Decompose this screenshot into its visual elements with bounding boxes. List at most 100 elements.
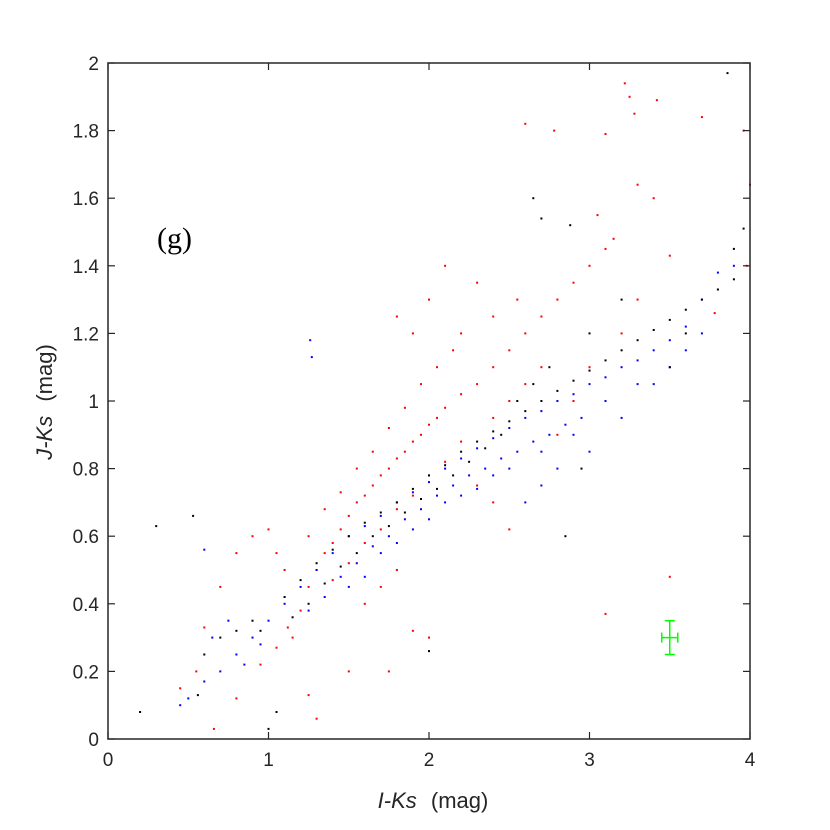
data-point-series-1 — [476, 447, 479, 450]
data-point-series-2 — [444, 464, 447, 467]
data-point-series-1 — [700, 332, 703, 335]
data-point-series-0 — [363, 602, 366, 605]
data-point-series-2 — [387, 525, 390, 528]
data-point-series-0 — [355, 467, 358, 470]
data-point-series-1 — [251, 636, 254, 639]
data-point-series-1 — [620, 366, 623, 369]
data-point-series-2 — [684, 332, 687, 335]
data-point-series-1 — [403, 518, 406, 521]
data-point-series-1 — [347, 585, 350, 588]
data-point-series-2 — [363, 521, 366, 524]
data-point-series-0 — [339, 528, 342, 531]
data-point-series-1 — [444, 467, 447, 470]
y-tick-label: 1.2 — [73, 324, 99, 345]
data-point-series-0 — [612, 237, 615, 240]
data-point-series-1 — [283, 602, 286, 605]
data-point-series-0 — [323, 508, 326, 511]
data-point-series-2 — [732, 278, 735, 281]
data-point-series-1 — [604, 376, 607, 379]
data-point-series-0 — [331, 542, 334, 544]
data-point-series-0 — [588, 264, 591, 267]
data-point-series-2 — [636, 339, 639, 342]
data-point-series-1 — [500, 457, 503, 460]
data-point-series-1 — [556, 400, 559, 402]
data-point-series-2 — [468, 460, 471, 463]
data-point-series-0 — [267, 528, 270, 531]
data-point-series-0 — [460, 393, 463, 396]
data-point-series-1 — [363, 575, 366, 578]
data-point-series-0 — [428, 298, 430, 301]
data-point-series-1 — [732, 264, 735, 267]
data-point-series-2 — [540, 217, 543, 220]
data-point-series-1 — [548, 433, 551, 436]
data-point-series-2 — [548, 366, 551, 369]
data-point-series-0 — [436, 416, 438, 419]
data-point-series-0 — [411, 332, 414, 335]
data-point-series-2 — [428, 474, 430, 477]
data-point-series-0 — [403, 406, 406, 409]
data-point-series-0 — [492, 315, 495, 318]
data-point-series-0 — [540, 315, 543, 318]
data-point-series-1 — [484, 467, 487, 470]
data-point-series-1 — [652, 383, 655, 386]
data-point-series-0 — [235, 697, 238, 700]
data-point-series-1 — [636, 383, 639, 386]
data-point-series-0 — [299, 609, 302, 612]
data-point-series-0 — [339, 491, 342, 494]
data-point-series-1 — [460, 494, 463, 497]
data-point-series-2 — [323, 582, 326, 585]
data-point-series-1 — [299, 585, 302, 588]
data-point-series-0 — [444, 460, 447, 463]
data-point-series-0 — [275, 646, 278, 649]
data-point-series-1 — [636, 359, 639, 362]
data-point-series-1 — [572, 433, 575, 436]
x-tick-label: 3 — [584, 750, 595, 771]
data-point-series-2 — [428, 650, 430, 653]
data-point-series-2 — [259, 629, 262, 632]
data-point-series-1 — [428, 518, 430, 521]
data-point-series-1 — [211, 636, 214, 639]
data-point-series-0 — [713, 312, 716, 315]
data-point-series-0 — [524, 332, 527, 335]
data-point-series-0 — [540, 366, 543, 369]
data-point-series-0 — [636, 183, 639, 186]
data-point-series-2 — [588, 369, 591, 372]
data-point-series-1 — [556, 467, 559, 470]
data-point-series-1 — [668, 339, 671, 342]
data-points — [139, 72, 751, 730]
data-point-series-2 — [411, 487, 414, 490]
data-point-series-0 — [460, 440, 463, 443]
data-point-series-2 — [732, 247, 735, 250]
data-point-series-1 — [588, 383, 591, 386]
data-point-series-2 — [251, 619, 254, 622]
data-point-series-1 — [203, 680, 206, 683]
y-tick-label: 1 — [88, 392, 99, 413]
data-point-series-0 — [411, 629, 414, 632]
data-point-series-2 — [652, 329, 655, 331]
data-point-series-0 — [387, 467, 390, 470]
data-point-series-1 — [620, 416, 623, 419]
y-tick-label: 1.6 — [73, 189, 99, 210]
data-point-series-1 — [524, 501, 527, 504]
axis-ticks — [107, 62, 751, 740]
data-point-series-0 — [387, 427, 390, 429]
data-point-series-0 — [668, 575, 671, 578]
data-point-series-1 — [468, 474, 471, 477]
data-point-series-0 — [411, 440, 414, 443]
data-point-series-0 — [444, 264, 447, 267]
data-point-series-0 — [476, 383, 479, 386]
y-tick-label: 2 — [88, 54, 99, 75]
data-point-series-1 — [339, 575, 342, 578]
data-point-series-0 — [275, 552, 278, 555]
x-axis-label: I-Ks (mag) — [378, 788, 489, 813]
data-point-series-1 — [452, 484, 455, 487]
y-tick-label: 0 — [88, 730, 99, 751]
data-point-series-0 — [556, 298, 559, 301]
data-point-series-1 — [684, 325, 687, 328]
data-point-series-1 — [516, 450, 519, 453]
y-tick-label: 0.8 — [73, 460, 99, 481]
data-point-series-1 — [428, 481, 430, 484]
data-point-series-1 — [411, 528, 414, 531]
data-point-series-1 — [259, 643, 262, 646]
